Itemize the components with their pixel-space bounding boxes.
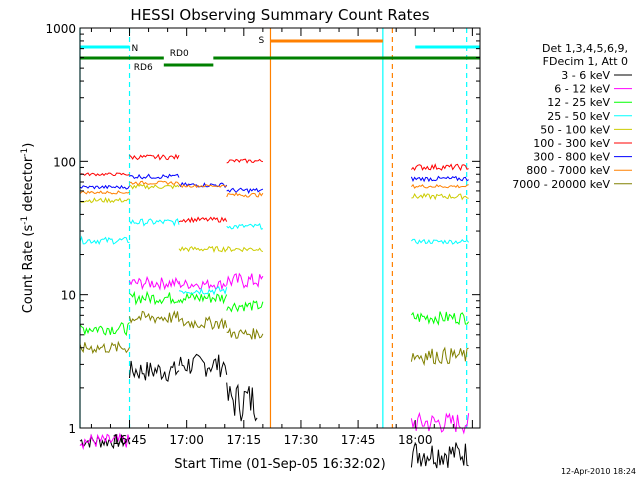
series-line-0-2 (178, 353, 228, 378)
series-line-0-1 (129, 360, 180, 382)
chart-title: HESSI Observing Summary Count Rates (130, 6, 429, 24)
series-line-4-1 (129, 184, 180, 190)
series-line-7-2 (178, 183, 227, 189)
series-line-4-4 (411, 192, 469, 201)
series-line-2-0 (79, 322, 130, 337)
series-line-8-1 (129, 310, 180, 325)
x-axis-ticks: 16:45 17:00 17:15 17:30 17:45 18:00 (90, 28, 473, 447)
series-line-1-0 (79, 432, 130, 451)
series-line-4-0 (79, 196, 130, 204)
x-tick-label-0: 16:45 (112, 433, 147, 447)
series-line-2-1 (129, 290, 180, 306)
legend-label-6: 300 - 800 keV (533, 151, 610, 164)
series-line-7-4 (411, 183, 469, 189)
series-line-1-2 (178, 278, 227, 291)
series-line-2-2 (178, 291, 228, 305)
y-axis-ticks: 1 10 100 1000 (45, 22, 480, 436)
series-line-6-3 (226, 187, 264, 195)
series-line-8-0 (79, 340, 130, 355)
series-line-7-3 (226, 191, 264, 198)
series-line-5-0 (79, 172, 130, 177)
series-line-5-2 (178, 216, 228, 224)
series-line-3-2 (178, 286, 228, 296)
series-line-0-4 (410, 442, 469, 469)
series-line-6-1 (129, 173, 180, 180)
data-series (79, 153, 470, 469)
series-line-0-3 (226, 382, 258, 422)
flag-label-n: N (132, 44, 139, 54)
series-line-5-1 (129, 153, 180, 161)
series-line-5-4 (411, 163, 469, 172)
series-line-3-1 (129, 218, 180, 227)
legend-header-line-1: Det 1,3,4,5,6,9, (542, 42, 628, 55)
series-line-2-4 (411, 311, 470, 326)
series-line-3-3 (226, 223, 264, 230)
vertical-markers (79, 28, 468, 428)
x-tick-label-5: 18:00 (398, 433, 433, 447)
series-line-3-0 (79, 235, 130, 246)
series-line-8-2 (178, 315, 228, 331)
legend-label-4: 50 - 100 keV (540, 123, 610, 136)
y-tick-label-2: 100 (53, 155, 76, 169)
series-line-4-3 (226, 245, 264, 253)
series-line-5-3 (226, 158, 264, 164)
x-tick-label-3: 17:30 (284, 433, 319, 447)
legend-label-1: 6 - 12 keV (554, 83, 610, 96)
legend-label-0: 3 - 6 keV (561, 69, 610, 82)
series-line-6-0 (79, 184, 130, 190)
y-tick-label-3: 1000 (45, 22, 76, 36)
footer-timestamp: 12-Apr-2010 18:24 (561, 467, 636, 476)
y-axis-label: Count Rate (s-1 detector-1) (20, 143, 36, 314)
series-line-1-3 (226, 272, 264, 289)
legend-label-7: 800 - 7000 keV (526, 164, 610, 177)
legend-header-line-2: FDecim 1, Att 0 (543, 55, 628, 68)
y-tick-label-1: 10 (61, 289, 76, 303)
series-line-4-2 (178, 245, 228, 253)
series-line-6-4 (410, 175, 469, 183)
y-tick-label-0: 1 (68, 422, 76, 436)
series-line-1-1 (129, 275, 180, 291)
series-line-7-1 (129, 180, 180, 186)
series-line-2-3 (226, 300, 264, 313)
plot-frame (79, 27, 481, 429)
x-axis-label: Start Time (01-Sep-05 16:32:02) (174, 457, 385, 472)
flag-label-rd6: RD6 (134, 63, 153, 73)
legend-label-5: 100 - 300 keV (533, 137, 610, 150)
series-line-8-3 (226, 327, 264, 340)
x-tick-label-1: 17:00 (169, 433, 204, 447)
flag-label-s: S (258, 36, 264, 46)
legend-label-2: 12 - 25 keV (547, 96, 610, 109)
legend: Det 1,3,4,5,6,9,FDecim 1, Att 03 - 6 keV… (512, 42, 632, 191)
flag-label-rd0: RD0 (170, 49, 189, 59)
x-tick-label-4: 17:45 (341, 433, 376, 447)
series-line-8-4 (410, 346, 469, 367)
series-line-7-0 (79, 190, 130, 195)
status-flags: N S RD0 RD6 (80, 36, 480, 73)
x-tick-label-2: 17:15 (227, 433, 262, 447)
legend-label-8: 7000 - 20000 keV (512, 178, 610, 191)
series-line-3-4 (411, 238, 469, 245)
series-line-1-4 (410, 411, 470, 435)
legend-label-3: 25 - 50 keV (547, 110, 610, 123)
